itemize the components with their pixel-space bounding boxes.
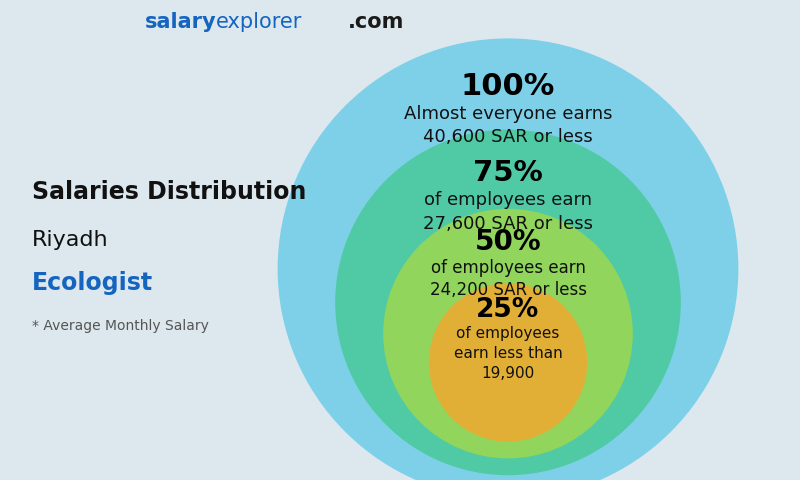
Text: of employees earn: of employees earn (430, 259, 586, 277)
Text: Ecologist: Ecologist (32, 271, 153, 295)
Text: 24,200 SAR or less: 24,200 SAR or less (430, 281, 586, 299)
Circle shape (383, 209, 633, 458)
Circle shape (335, 130, 681, 475)
Text: 100%: 100% (461, 72, 555, 101)
Text: of employees: of employees (456, 326, 560, 341)
Text: Riyadh: Riyadh (32, 230, 109, 250)
Text: earn less than: earn less than (454, 346, 562, 360)
Text: 27,600 SAR or less: 27,600 SAR or less (423, 215, 593, 233)
Text: 40,600 SAR or less: 40,600 SAR or less (423, 128, 593, 146)
Text: of employees earn: of employees earn (424, 191, 592, 209)
Text: 75%: 75% (473, 159, 543, 187)
Text: 50%: 50% (474, 228, 542, 256)
Text: explorer: explorer (216, 12, 302, 32)
Text: 19,900: 19,900 (482, 365, 534, 381)
Text: salary: salary (144, 12, 216, 32)
Circle shape (429, 283, 587, 442)
Text: 25%: 25% (476, 297, 540, 323)
Text: Salaries Distribution: Salaries Distribution (32, 180, 306, 204)
Text: * Average Monthly Salary: * Average Monthly Salary (32, 319, 209, 334)
Text: .com: .com (348, 12, 404, 32)
Text: Almost everyone earns: Almost everyone earns (404, 105, 612, 123)
Circle shape (278, 38, 738, 480)
